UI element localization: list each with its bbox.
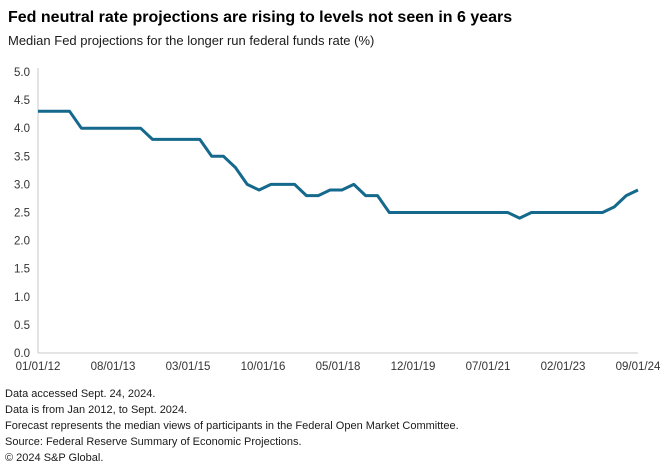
footnote-data-range: Data is from Jan 2012, to Sept. 2024. xyxy=(5,404,188,416)
y-tick-label: 3.0 xyxy=(14,179,30,191)
x-tick-label: 10/01/16 xyxy=(241,361,286,372)
chart-title: Fed neutral rate projections are rising … xyxy=(8,9,513,26)
x-tick-label: 02/01/23 xyxy=(541,361,586,372)
y-tick-label: 0.0 xyxy=(14,348,30,360)
y-tick-label: 2.5 xyxy=(14,208,30,220)
chart-subtitle: Median Fed projections for the longer ru… xyxy=(8,33,375,48)
y-tick-label: 5.0 xyxy=(14,67,30,79)
fed-rate-line xyxy=(38,109,639,220)
chart-header: Fed neutral rate projections are rising … xyxy=(0,0,660,48)
y-tick-label: 1.0 xyxy=(14,292,30,304)
x-tick-label: 12/01/19 xyxy=(391,361,436,372)
y-tick-label: 2.0 xyxy=(14,236,30,248)
x-tick-label: 01/01/12 xyxy=(16,361,61,372)
fed-rate-line-chart: 5.0 4.5 4.0 3.5 3.0 2.5 2.0 1.5 1.0 0.5 0.001/01/1… xyxy=(14,67,660,373)
footnote-forecast-note: Forecast represents the median views of … xyxy=(5,420,459,432)
y-tick-label: 4.0 xyxy=(14,123,30,135)
y-tick-label: 4.5 xyxy=(14,95,30,107)
footnote-source: Source: Federal Reserve Summary of Econo… xyxy=(5,436,302,448)
x-tick-label: 05/01/18 xyxy=(316,361,361,372)
footnote-copyright: © 2024 S&P Global. xyxy=(5,452,104,464)
y-tick-label: 1.5 xyxy=(14,264,30,276)
x-tick-label: 09/01/24 xyxy=(616,361,660,372)
y-tick-label: 0.5 xyxy=(14,320,30,332)
footnote-data-accessed: Data accessed Sept. 24, 2024. xyxy=(5,388,156,400)
footnotes: Data accessed Sept. 24, 2024. Data is fr… xyxy=(0,372,660,466)
x-tick-label: 08/01/13 xyxy=(91,361,136,372)
x-tick-label: 07/01/21 xyxy=(466,361,511,372)
x-tick-label: 03/01/15 xyxy=(166,361,211,372)
chart-area: 5.0 4.5 4.0 3.5 3.0 2.5 2.0 1.5 1.0 0.5 0.0 01/01/1… xyxy=(0,48,660,373)
y-tick-label: 3.5 xyxy=(14,151,30,163)
